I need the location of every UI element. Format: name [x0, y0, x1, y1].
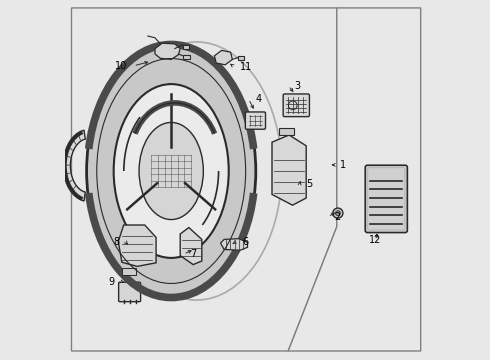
- Polygon shape: [155, 43, 180, 59]
- FancyBboxPatch shape: [183, 55, 190, 59]
- Polygon shape: [118, 225, 156, 266]
- Text: 10: 10: [115, 61, 127, 71]
- Text: 1: 1: [340, 160, 346, 170]
- Text: 4: 4: [255, 94, 261, 104]
- Text: 8: 8: [113, 237, 119, 247]
- Text: 12: 12: [369, 235, 382, 246]
- Polygon shape: [180, 228, 202, 265]
- Polygon shape: [72, 8, 337, 351]
- FancyBboxPatch shape: [283, 94, 310, 117]
- Ellipse shape: [114, 84, 229, 258]
- Circle shape: [335, 211, 341, 216]
- Text: 2: 2: [334, 212, 341, 222]
- Text: 6: 6: [242, 237, 248, 247]
- Text: 11: 11: [240, 62, 252, 72]
- FancyBboxPatch shape: [365, 165, 407, 233]
- Polygon shape: [63, 130, 85, 201]
- Ellipse shape: [111, 42, 282, 300]
- Text: 5: 5: [306, 179, 313, 189]
- Ellipse shape: [87, 43, 256, 299]
- Polygon shape: [272, 135, 306, 205]
- FancyBboxPatch shape: [183, 45, 189, 49]
- FancyBboxPatch shape: [245, 112, 266, 129]
- Text: 3: 3: [294, 81, 301, 91]
- FancyBboxPatch shape: [119, 282, 141, 302]
- Polygon shape: [215, 50, 232, 65]
- Text: 9: 9: [109, 276, 115, 287]
- FancyBboxPatch shape: [122, 268, 136, 275]
- Circle shape: [333, 208, 343, 218]
- FancyBboxPatch shape: [238, 56, 245, 60]
- Ellipse shape: [139, 122, 203, 220]
- Polygon shape: [279, 128, 294, 135]
- Polygon shape: [288, 8, 421, 351]
- Polygon shape: [220, 239, 247, 250]
- Text: 7: 7: [190, 249, 196, 259]
